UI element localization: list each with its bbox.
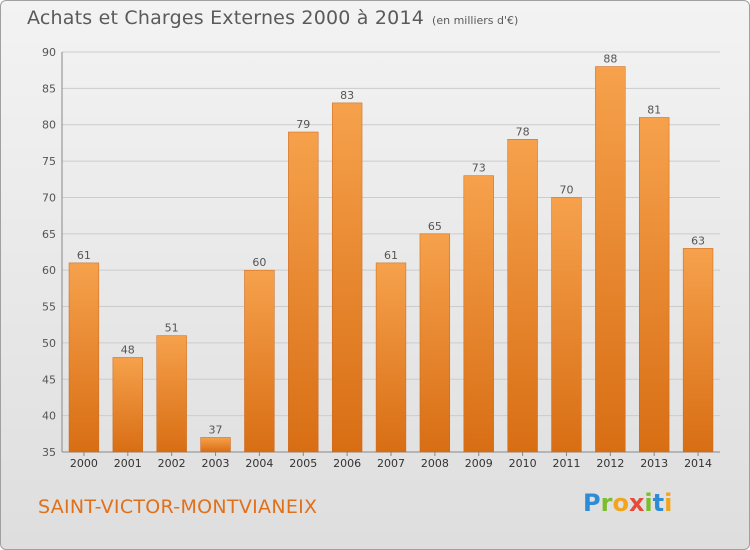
x-tick-label: 2006 [333, 457, 361, 470]
labels: 35 40 45 50 55 60 65 70 75 80 85 90 61 2000 48 2001 51 20… [42, 46, 712, 470]
chart-title: Achats et Charges Externes 2000 à 2014 [27, 7, 425, 29]
y-tick-label: 35 [42, 446, 56, 459]
data-label: 65 [428, 220, 442, 233]
data-label: 79 [296, 118, 310, 131]
data-label: 78 [516, 125, 530, 138]
x-tick-label: 2003 [202, 457, 230, 470]
x-tick-label: 2010 [509, 457, 537, 470]
bar [507, 139, 538, 453]
data-label: 61 [77, 249, 91, 262]
data-label: 83 [340, 89, 354, 102]
x-tick-label: 2004 [245, 457, 273, 470]
y-tick-label: 50 [42, 337, 56, 350]
data-label: 88 [603, 53, 617, 66]
x-tick-label: 2000 [70, 457, 98, 470]
x-tick-label: 2005 [289, 457, 317, 470]
y-tick-label: 60 [42, 264, 56, 277]
bar [375, 262, 407, 453]
chart-subtitle: (en milliers d'€) [432, 14, 519, 27]
x-tick-label: 2007 [377, 457, 405, 470]
data-label: 48 [121, 343, 135, 356]
x-tick-label: 2013 [640, 457, 668, 470]
bar [288, 131, 319, 453]
bar [112, 357, 143, 453]
data-label: 81 [647, 103, 661, 116]
bar [639, 117, 670, 453]
data-label: 61 [384, 249, 398, 262]
x-tick-label: 2011 [552, 457, 580, 470]
bar [682, 248, 714, 453]
data-label: 73 [472, 162, 486, 175]
x-tick-label: 2012 [596, 457, 624, 470]
x-tick-label: 2009 [465, 457, 493, 470]
bar [331, 102, 363, 453]
bar [156, 335, 187, 453]
y-tick-label: 90 [42, 46, 56, 59]
y-tick-label: 55 [42, 301, 56, 314]
y-tick-label: 45 [42, 373, 56, 386]
x-tick-label: 2014 [684, 457, 712, 470]
city-name: SAINT-VICTOR-MONTVIANEIX [38, 496, 318, 518]
bar [463, 175, 494, 453]
y-tick-label: 70 [42, 191, 56, 204]
bar [200, 437, 231, 453]
y-tick-label: 85 [42, 82, 56, 95]
title-row: Achats et Charges Externes 2000 à 2014 (e… [27, 7, 518, 29]
y-tick-label: 80 [42, 119, 56, 132]
proxiti-logo: Proxiti [583, 489, 673, 517]
y-tick-label: 40 [42, 410, 56, 423]
bar [244, 269, 275, 453]
bar [551, 197, 582, 453]
y-tick-label: 65 [42, 228, 56, 241]
bar [595, 66, 626, 453]
bar [68, 262, 100, 453]
data-label: 63 [691, 234, 705, 247]
data-label: 51 [165, 322, 179, 335]
data-label: 60 [252, 256, 266, 269]
x-tick-label: 2002 [158, 457, 186, 470]
x-tick-label: 2001 [114, 457, 142, 470]
y-tick-label: 75 [42, 155, 56, 168]
bars [68, 66, 714, 453]
x-tick-label: 2008 [421, 457, 449, 470]
data-label: 37 [209, 423, 223, 436]
data-label: 70 [559, 183, 573, 196]
bar [419, 233, 451, 453]
